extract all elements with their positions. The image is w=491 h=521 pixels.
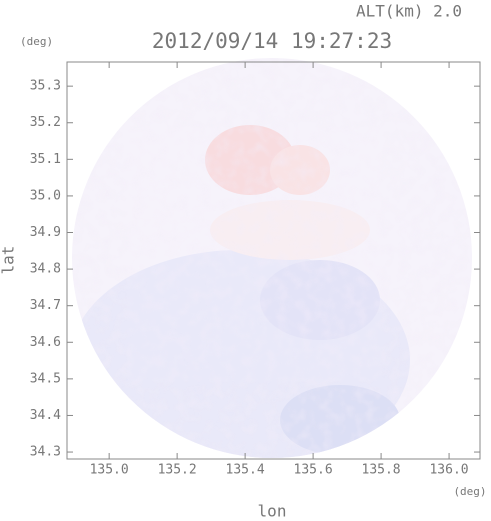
y-tick-label: 34.9 <box>30 225 61 240</box>
y-unit: (deg) <box>20 35 53 48</box>
y-tick-label: 34.6 <box>30 335 61 350</box>
x-tick-label: 136.0 <box>429 463 468 478</box>
x-axis-label: lon <box>258 502 287 521</box>
y-tick-label: 35.0 <box>30 188 61 203</box>
chart-title: 2012/09/14 19:27:23 <box>152 29 392 53</box>
y-tick-label: 35.2 <box>30 115 61 130</box>
y-tick-label: 35.1 <box>30 152 61 167</box>
y-tick-label: 34.4 <box>30 408 61 423</box>
x-tick-label: 135.0 <box>90 463 129 478</box>
x-unit: (deg) <box>453 485 486 498</box>
x-tick-label: 135.8 <box>362 463 401 478</box>
radar-image <box>72 58 472 458</box>
annotation: ALT(km) 2.0 <box>356 2 462 21</box>
y-tick-label: 34.3 <box>30 445 61 460</box>
y-tick-label: 34.8 <box>30 262 61 277</box>
y-axis-label: lat <box>0 246 18 275</box>
y-tick-label: 34.5 <box>30 371 61 386</box>
y-tick-label: 35.3 <box>30 79 61 94</box>
plot-frame <box>66 61 481 460</box>
x-tick-label: 135.6 <box>294 463 333 478</box>
x-tick-label: 135.2 <box>158 463 197 478</box>
y-tick-label: 34.7 <box>30 298 61 313</box>
x-tick-label: 135.4 <box>226 463 265 478</box>
